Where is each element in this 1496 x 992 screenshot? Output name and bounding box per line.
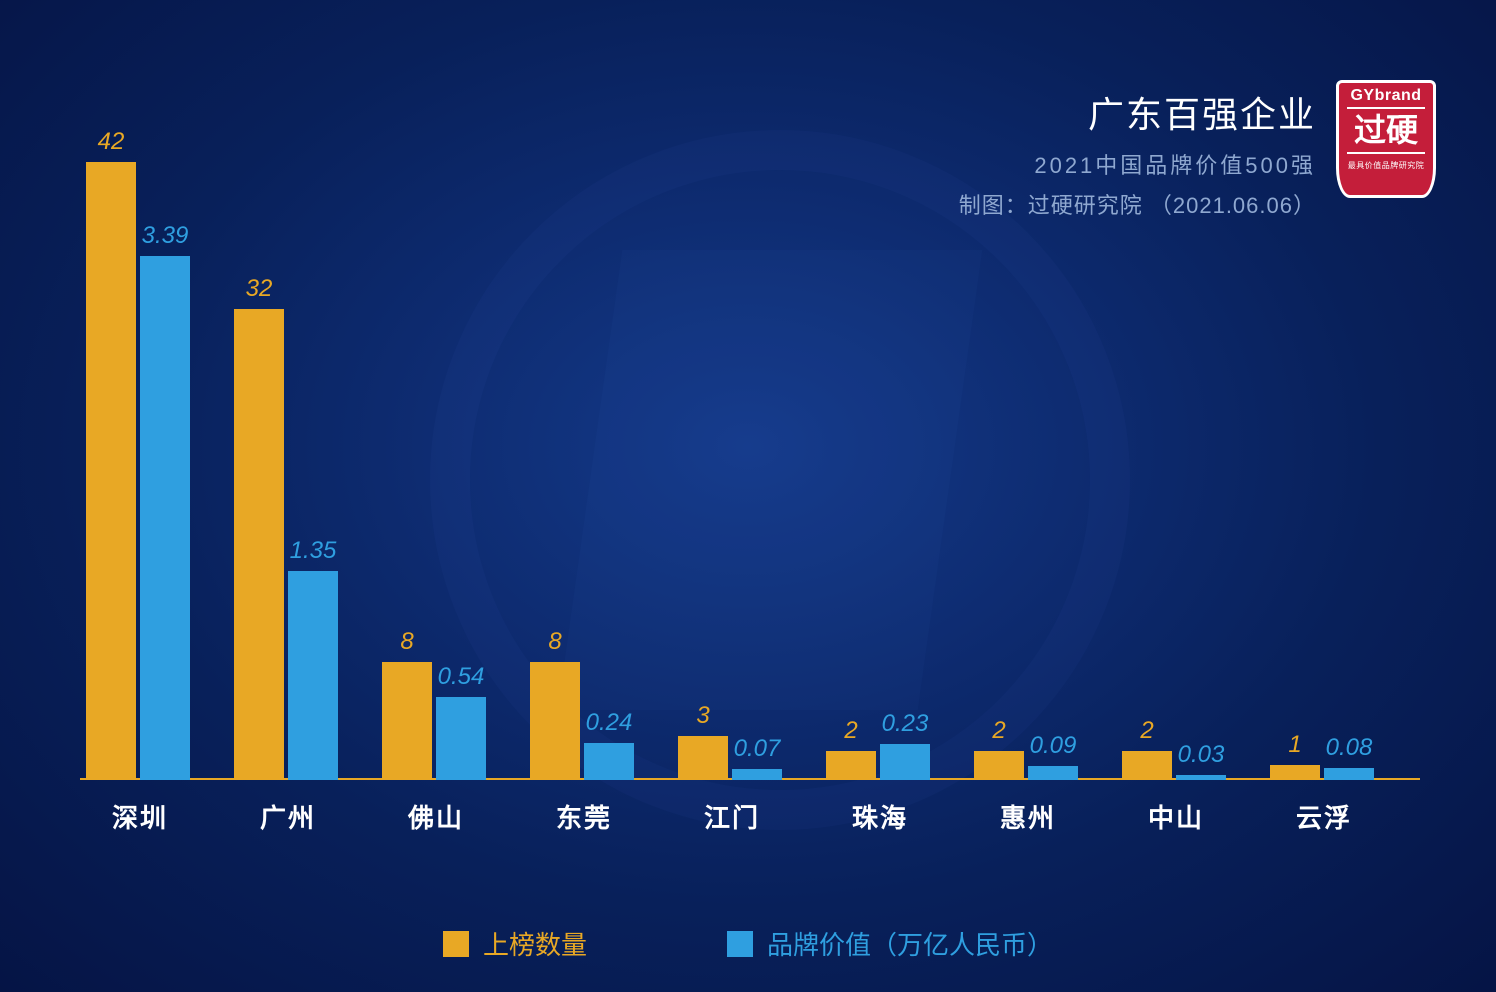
bar-value: 0.08 — [1324, 768, 1374, 780]
chart-legend: 上榜数量 品牌价值（万亿人民币） — [0, 925, 1496, 962]
bar-value-label: 0.24 — [564, 709, 654, 743]
bar-value: 3.39 — [140, 256, 190, 780]
bar-value: 0.09 — [1028, 766, 1078, 780]
x-axis-label: 珠海 — [820, 780, 940, 835]
bar-value: 0.54 — [436, 697, 486, 780]
bar-value-label: 0.03 — [1156, 741, 1246, 775]
grouped-bar-chart: 423.39深圳321.35广州80.54佛山80.24东莞30.07江门20.… — [80, 150, 1420, 830]
bar-value-label: 3.39 — [120, 222, 210, 256]
x-axis-label: 云浮 — [1264, 780, 1384, 835]
legend-swatch-icon — [727, 931, 753, 957]
logo-top-text: GYbrand — [1339, 83, 1433, 105]
bar-value-label: 0.23 — [860, 710, 950, 744]
x-axis-label: 佛山 — [376, 780, 496, 835]
legend-label: 品牌价值（万亿人民币） — [767, 925, 1053, 962]
bar-value-label: 0.08 — [1304, 734, 1394, 768]
bar-value: 0.23 — [880, 744, 930, 780]
bar-value: 0.07 — [732, 769, 782, 780]
x-axis-label: 江门 — [672, 780, 792, 835]
x-axis-label: 惠州 — [968, 780, 1088, 835]
x-axis-label: 东莞 — [524, 780, 644, 835]
bar-count: 2 — [826, 751, 876, 780]
bar-count-label: 8 — [362, 628, 452, 662]
bar-value-label: 0.07 — [712, 735, 802, 769]
bar-value: 1.35 — [288, 571, 338, 780]
legend-item-value: 品牌价值（万亿人民币） — [727, 925, 1053, 962]
bar-value-label: 1.35 — [268, 537, 358, 571]
bar-count-label: 3 — [658, 702, 748, 736]
bar-count-label: 42 — [66, 128, 156, 162]
legend-item-count: 上榜数量 — [443, 925, 587, 962]
bar-count-label: 32 — [214, 275, 304, 309]
logo-mid-text: 过硬 — [1339, 113, 1433, 148]
x-axis-label: 中山 — [1116, 780, 1236, 835]
legend-swatch-icon — [443, 931, 469, 957]
bar-value-label: 0.09 — [1008, 732, 1098, 766]
legend-label: 上榜数量 — [483, 925, 587, 962]
x-axis-label: 广州 — [228, 780, 348, 835]
bar-count-label: 8 — [510, 628, 600, 662]
x-axis-label: 深圳 — [80, 780, 200, 835]
bar-value: 0.24 — [584, 743, 634, 780]
page-title: 广东百强企业 — [959, 86, 1316, 138]
logo-divider — [1347, 107, 1425, 109]
bar-value-label: 0.54 — [416, 663, 506, 697]
